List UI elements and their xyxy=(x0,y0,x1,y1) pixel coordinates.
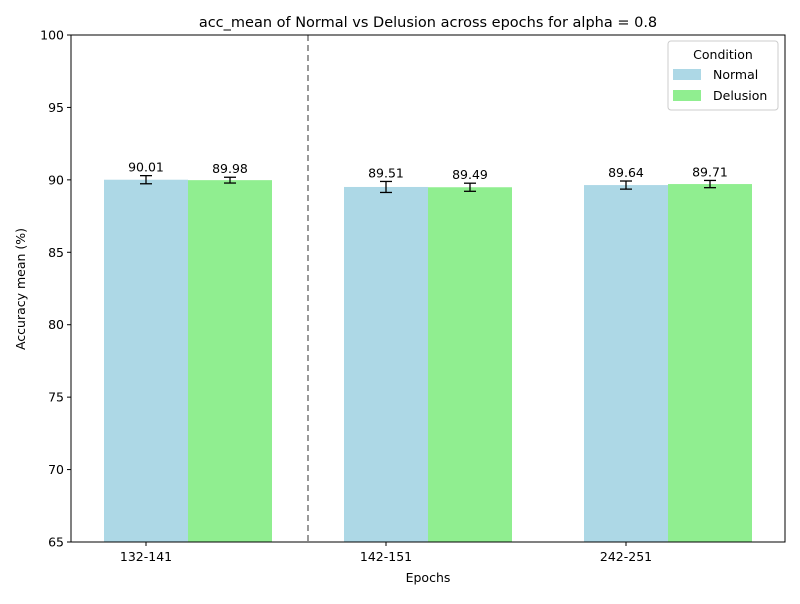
bar-delusion-142-151 xyxy=(428,187,512,542)
y-axis-label: Accuracy mean (%) xyxy=(13,228,28,350)
legend-title: Condition xyxy=(693,47,753,62)
data-label-delusion-242-251: 89.71 xyxy=(692,164,728,179)
y-tick-label-85: 85 xyxy=(48,245,64,260)
bar-normal-132-141 xyxy=(104,179,188,542)
x-tick-label-242-251: 242-251 xyxy=(600,549,652,564)
legend-label-normal: Normal xyxy=(713,67,758,82)
x-axis-label: Epochs xyxy=(406,570,451,585)
axes-frame xyxy=(70,34,786,543)
legend-label-delusion: Delusion xyxy=(713,88,767,103)
bar-delusion-132-141 xyxy=(188,180,272,542)
data-label-normal-242-251: 89.64 xyxy=(608,165,644,180)
data-label-delusion-142-151: 89.49 xyxy=(452,167,488,182)
y-tick-label-100: 100 xyxy=(40,28,64,43)
legend-swatch-normal xyxy=(673,69,701,80)
chart-title: acc_mean of Normal vs Delusion across ep… xyxy=(199,15,657,31)
y-tick-label-75: 75 xyxy=(48,390,64,405)
data-label-delusion-132-141: 89.98 xyxy=(212,161,248,176)
data-label-normal-132-141: 90.01 xyxy=(128,160,164,175)
legend-swatch-delusion xyxy=(673,90,701,101)
y-tick-label-65: 65 xyxy=(48,535,64,550)
bar-normal-142-151 xyxy=(344,186,428,542)
plot-area: 90.01 89.98 89.51 89.49 89.64 89.71 65 70 75 80 85… xyxy=(40,28,786,564)
bar-normal-242-251 xyxy=(584,185,668,542)
y-tick-label-70: 70 xyxy=(48,462,64,477)
y-tick-label-95: 95 xyxy=(48,100,64,115)
legend: Condition Normal Delusion xyxy=(667,40,779,111)
data-label-normal-142-151: 89.51 xyxy=(368,165,404,180)
x-tick-label-132-141: 132-141 xyxy=(120,549,172,564)
bar-delusion-242-251 xyxy=(668,184,752,543)
y-tick-label-90: 90 xyxy=(48,172,64,187)
x-tick-label-142-151: 142-151 xyxy=(360,549,412,564)
y-tick-label-80: 80 xyxy=(48,317,64,332)
